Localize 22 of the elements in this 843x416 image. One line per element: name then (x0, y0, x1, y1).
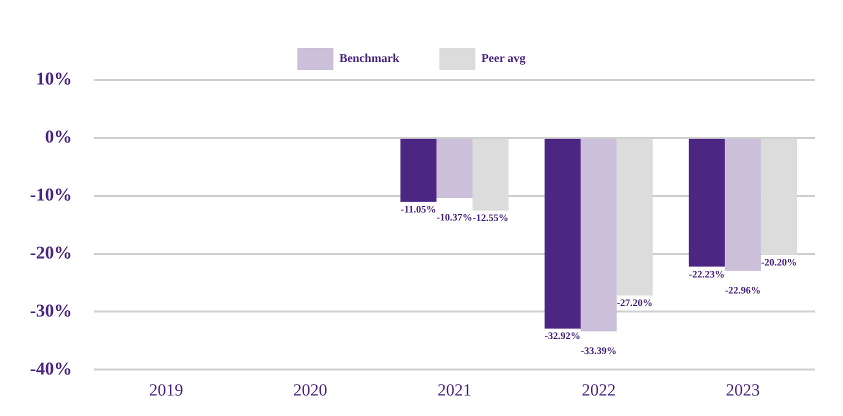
x-tick-label: 2022 (582, 380, 616, 400)
legend-label: Peer avg (481, 51, 526, 66)
data-label: -10.37% (436, 212, 472, 224)
y-tick-label: -20% (30, 242, 72, 262)
data-label: -11.05% (400, 204, 436, 216)
data-label: -33.39% (580, 346, 617, 357)
x-tick-label: 2019 (149, 380, 184, 400)
data-label: -32.92% (544, 331, 581, 342)
y-tick-label: -10% (30, 184, 72, 204)
x-tick-label: 2021 (437, 380, 472, 400)
data-label: -22.96% (724, 285, 761, 296)
x-tick-label: 2020 (293, 380, 328, 400)
y-tick-label: 10% (36, 68, 72, 89)
x-tick-label: 2023 (726, 380, 760, 400)
data-label: -22.23% (688, 269, 725, 280)
data-label: -12.55% (472, 213, 508, 224)
legend-label: Benchmark (339, 51, 400, 66)
y-tick-label: 0% (44, 126, 72, 147)
y-tick-label: -40% (30, 358, 72, 378)
data-label: -20.20% (761, 257, 797, 268)
data-label: -27.20% (616, 298, 653, 310)
y-tick-label: -30% (30, 300, 72, 320)
